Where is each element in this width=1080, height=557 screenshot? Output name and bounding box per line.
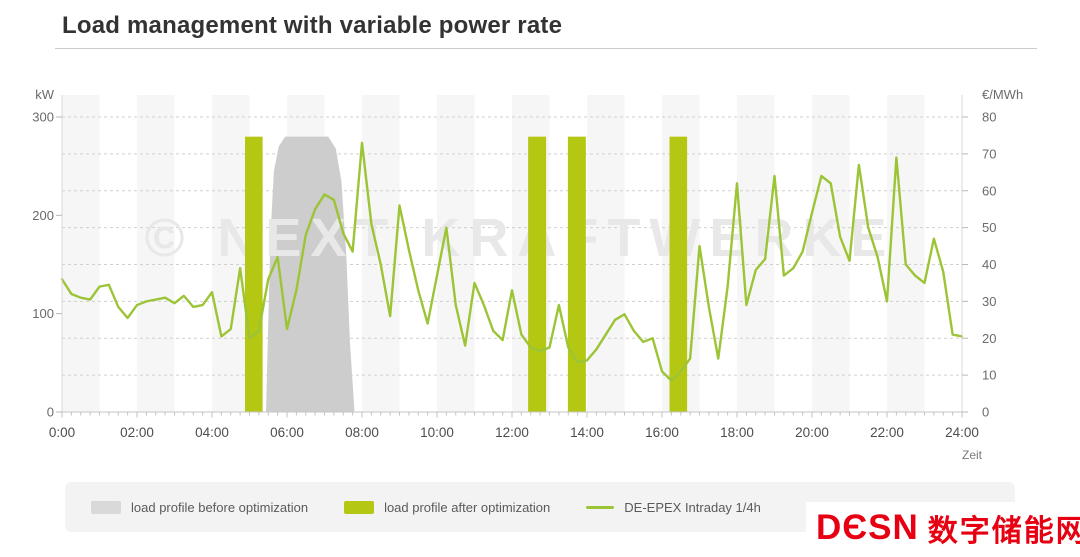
svg-text:€/MWh: €/MWh [982, 87, 1023, 102]
chart-title: Load management with variable power rate [62, 12, 563, 39]
svg-text:kW: kW [35, 87, 55, 102]
load-after-swatch [344, 500, 375, 514]
chart-plot: © NEXT KRAFTWERKE 3002001000kW8070605040… [32, 87, 1023, 462]
svg-text:04:00: 04:00 [195, 425, 229, 440]
legend-label-price-line: DE-EPEX Intraday 1/4h [624, 499, 761, 515]
svg-text:70: 70 [982, 146, 996, 161]
svg-text:100: 100 [32, 306, 54, 321]
svg-text:50: 50 [982, 220, 996, 235]
svg-text:300: 300 [32, 110, 54, 125]
svg-text:12:00: 12:00 [495, 425, 529, 440]
svg-text:80: 80 [982, 110, 996, 125]
load-before-area [266, 136, 355, 412]
svg-text:0:00: 0:00 [49, 425, 75, 440]
desn-logo-chinese: 数字储能网 [927, 515, 1080, 548]
svg-text:24:00: 24:00 [945, 425, 979, 440]
svg-text:60: 60 [982, 183, 996, 198]
legend-item-load-after: load profile after optimization [344, 500, 550, 515]
svg-text:200: 200 [32, 208, 54, 223]
load-before-swatch [91, 500, 121, 514]
svg-text:16:00: 16:00 [645, 425, 679, 440]
svg-text:40: 40 [982, 257, 996, 272]
legend-item-price-line: DE-EPEX Intraday 1/4h [586, 500, 761, 515]
desn-logo: DЄSN 数字储能网 [806, 502, 1080, 554]
svg-text:0: 0 [982, 405, 989, 420]
svg-text:Zeit: Zeit [962, 448, 983, 462]
desn-logo-latin: DЄSN [816, 508, 919, 547]
svg-text:08:00: 08:00 [345, 425, 379, 440]
svg-text:0: 0 [47, 405, 54, 420]
watermark-text: © NEXT KRAFTWERKE [145, 208, 896, 268]
svg-text:06:00: 06:00 [270, 425, 304, 440]
svg-text:30: 30 [982, 294, 996, 309]
price-line-swatch [586, 505, 615, 509]
price-line [60, 141, 964, 382]
svg-text:20:00: 20:00 [795, 425, 829, 440]
axes [56, 95, 968, 418]
legend-item-load-before: load profile before optimization [91, 500, 308, 515]
svg-text:18:00: 18:00 [720, 425, 754, 440]
legend-label-load-before: load profile before optimization [131, 499, 309, 515]
svg-text:14:00: 14:00 [570, 425, 604, 440]
gridlines [62, 116, 962, 376]
svg-text:20: 20 [982, 331, 996, 346]
svg-text:10: 10 [982, 368, 996, 383]
load-after-bars [245, 136, 688, 412]
svg-text:02:00: 02:00 [120, 425, 154, 440]
svg-text:22:00: 22:00 [870, 425, 904, 440]
svg-text:10:00: 10:00 [420, 425, 454, 440]
title-divider [55, 48, 1037, 49]
legend-label-load-after: load profile after optimization [384, 499, 551, 515]
